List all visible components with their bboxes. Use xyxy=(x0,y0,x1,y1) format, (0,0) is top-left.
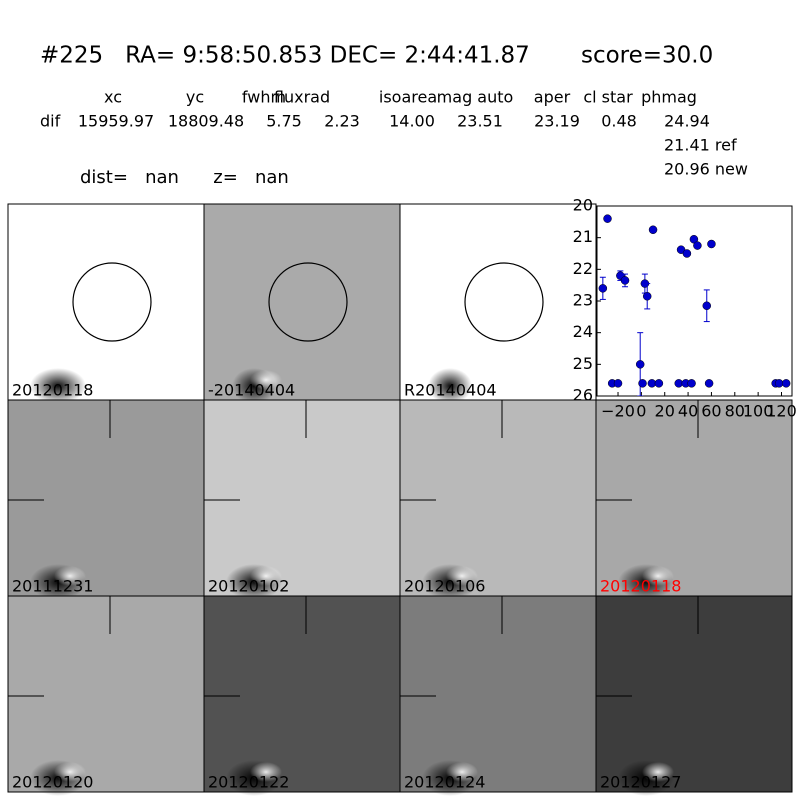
tile xyxy=(7,399,205,597)
tile xyxy=(7,203,205,401)
source-residual xyxy=(250,762,282,782)
column-header: mag auto xyxy=(437,88,514,107)
x-tick-label: 120 xyxy=(766,402,797,421)
column-header: isoarea xyxy=(379,88,437,107)
point xyxy=(620,276,630,285)
point xyxy=(707,239,716,249)
cell: 14.00 xyxy=(389,112,435,131)
source-residual xyxy=(54,762,86,782)
source-residual xyxy=(250,370,282,390)
source-blob xyxy=(30,368,86,404)
point xyxy=(598,284,608,293)
tile xyxy=(399,203,597,401)
tile-label: 20120127 xyxy=(600,773,681,792)
x-tick-label: 60 xyxy=(701,402,721,421)
tile-label: 20120122 xyxy=(208,773,289,792)
source-residual xyxy=(446,566,478,586)
point xyxy=(648,225,658,234)
tile xyxy=(399,399,597,597)
tile xyxy=(595,399,793,597)
point xyxy=(702,301,712,310)
y-tick-label: 20 xyxy=(573,196,593,215)
source-residual xyxy=(250,566,282,586)
source-residual xyxy=(446,762,478,782)
title: #225 RA= 9:58:50.853 DEC= 2:44:41.87 sco… xyxy=(40,43,713,69)
cell: 18809.48 xyxy=(168,112,244,131)
point xyxy=(704,379,714,388)
source-residual xyxy=(54,566,86,586)
tile-label: 20120124 xyxy=(404,773,485,792)
column-header: aper xyxy=(534,88,571,107)
tile xyxy=(203,203,401,401)
tile-label: 20120106 xyxy=(404,577,485,596)
aperture xyxy=(464,262,544,342)
aperture xyxy=(268,262,348,342)
plot-area xyxy=(596,205,793,397)
column-header: cl star xyxy=(583,88,633,107)
y-tick-label: 23 xyxy=(573,291,593,310)
y-tick-label: 21 xyxy=(573,227,593,246)
tiles: 20120118 -20140404 R20140404 20111231 201201… xyxy=(7,203,793,796)
point xyxy=(638,379,647,388)
source-residual xyxy=(642,762,674,782)
source-blob xyxy=(428,368,472,404)
point xyxy=(693,241,702,250)
dist-line: dist= nan z= nan xyxy=(80,167,289,188)
cell: 2.23 xyxy=(324,112,360,131)
column-header: xc xyxy=(104,88,122,107)
cell: 0.48 xyxy=(601,112,637,131)
x-tick-label: 40 xyxy=(678,402,698,421)
y-tick-label: 22 xyxy=(573,259,593,278)
cell: 24.94 xyxy=(664,112,710,131)
y-tick-label: 24 xyxy=(573,322,593,341)
x-tick-label: 80 xyxy=(725,402,745,421)
column-header: fwhm xyxy=(242,88,286,107)
row-label: dif xyxy=(40,112,61,131)
tile xyxy=(7,595,205,793)
tile-label: 20120118 xyxy=(12,381,93,400)
tile-label: R20140404 xyxy=(404,381,497,400)
cell: 5.75 xyxy=(266,112,302,131)
column-header: yc xyxy=(186,88,204,107)
y-tick-label: 26 xyxy=(573,386,593,405)
tile-label: 20120120 xyxy=(12,773,93,792)
point xyxy=(781,379,791,388)
x-tick-label: 0 xyxy=(636,402,646,421)
x-tick-label: 100 xyxy=(743,402,774,421)
cell: 15959.97 xyxy=(78,112,154,131)
extra: 21.41 ref xyxy=(664,136,737,155)
point xyxy=(682,249,692,258)
tile-label: 20111231 xyxy=(12,577,93,596)
point xyxy=(687,379,696,388)
cell: 23.19 xyxy=(534,112,580,131)
point xyxy=(642,292,652,301)
extra: 20.96 new xyxy=(664,160,748,179)
tile xyxy=(203,399,401,597)
tile-label: -20140404 xyxy=(208,381,295,400)
point xyxy=(603,214,612,223)
tile xyxy=(203,595,401,793)
point xyxy=(654,379,664,388)
column-header: phmag xyxy=(641,88,697,107)
column-header: fluxrad xyxy=(274,88,330,107)
source-residual xyxy=(642,566,674,586)
x-tick-label: −20 xyxy=(601,402,635,421)
tile-label: 20120118 xyxy=(600,577,681,596)
cell: 23.51 xyxy=(457,112,503,131)
tile-label: 20120102 xyxy=(208,577,289,596)
aperture xyxy=(72,262,152,342)
tile xyxy=(595,595,793,793)
point xyxy=(613,379,623,388)
x-tick-label: 20 xyxy=(655,402,675,421)
point xyxy=(635,360,645,369)
tile xyxy=(399,595,597,793)
y-tick-label: 25 xyxy=(573,354,593,373)
